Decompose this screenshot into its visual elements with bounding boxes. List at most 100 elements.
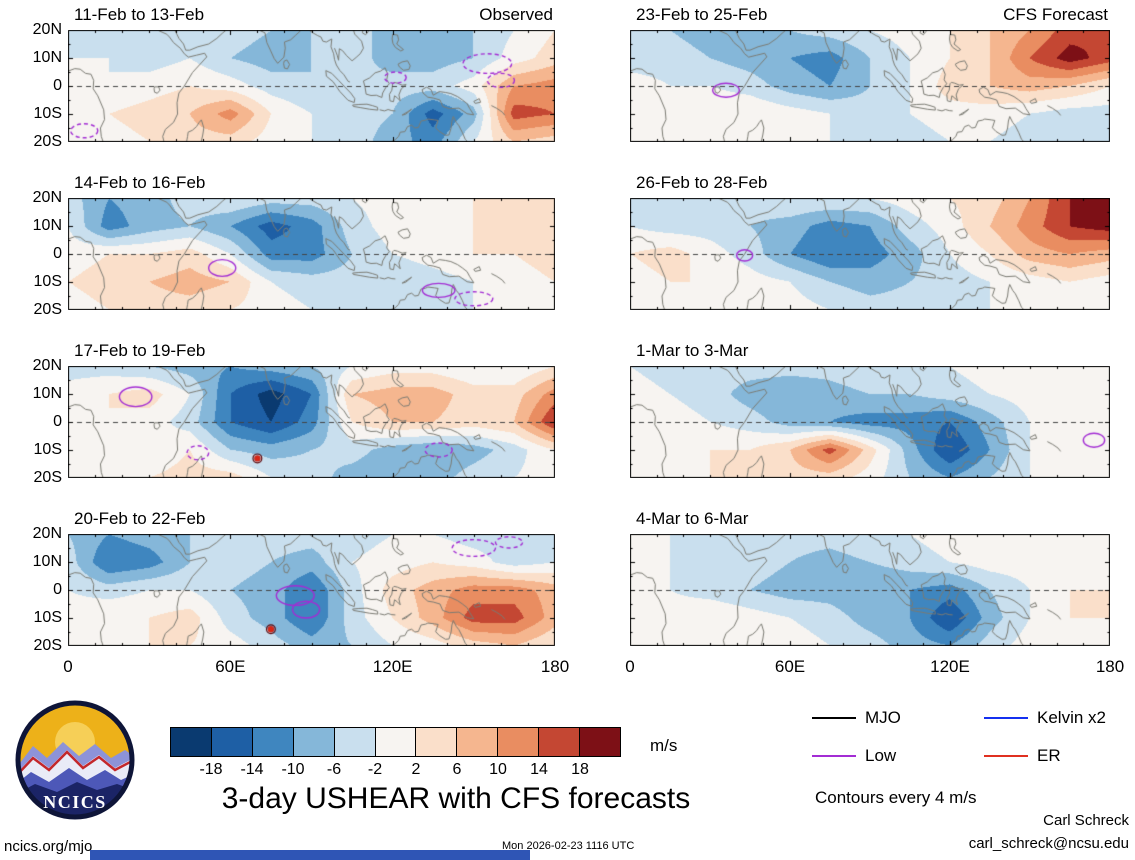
colorbar-cell [252, 728, 294, 756]
panel-title: 17-Feb to 19-Feb [74, 341, 206, 360]
map-panel: 20-Feb to 22-Feb [68, 509, 555, 646]
y-axis-label: 0 [53, 245, 62, 262]
logo-artwork [20, 705, 130, 815]
colorbar-cell [211, 728, 253, 756]
y-axis-label: 10S [33, 273, 62, 290]
colorbar-cell [293, 728, 335, 756]
colorbar-tick-label: 18 [571, 761, 589, 778]
y-axis-label: 10N [32, 217, 62, 234]
colorbar-cell [416, 728, 458, 756]
colorbar-cell [539, 728, 581, 756]
shear-map-canvas [630, 30, 1110, 142]
x-axis-label: 60E [215, 657, 246, 676]
shear-map-canvas [68, 30, 555, 142]
map-panel: 17-Feb to 19-Feb [68, 341, 555, 478]
y-axis-label: 20N [32, 189, 62, 206]
colorbar-tick-label: 14 [530, 761, 548, 778]
y-axis-label: 10S [33, 441, 62, 458]
y-axis-label: 20N [32, 357, 62, 374]
y-axis-label: 10S [33, 105, 62, 122]
contours-note: Contours every 4 m/s [815, 788, 977, 807]
colorbar-cells [170, 727, 621, 757]
shear-map-canvas [68, 198, 555, 310]
colorbar-tick-label: 2 [411, 761, 421, 778]
colorbar-tick-label: -10 [281, 761, 305, 778]
panel-title: 20-Feb to 22-Feb [74, 509, 206, 528]
legend-item-low: Low [812, 746, 984, 766]
shear-map-canvas [630, 366, 1110, 478]
panel-title: 1-Mar to 3-Mar [636, 341, 749, 360]
bottom-blue-bar [90, 850, 530, 860]
y-axis-label: 10N [32, 553, 62, 570]
x-axis-label: 60E [774, 657, 806, 676]
footer-timestamp: Mon 2026-02-23 1116 UTC [502, 840, 635, 852]
y-axis-label: 10N [32, 49, 62, 66]
low-line-swatch [812, 755, 856, 757]
y-axis-label: 0 [53, 77, 62, 94]
colorbar-tick-label: -2 [367, 761, 383, 778]
colorbar-tick-label: -18 [199, 761, 223, 778]
colorbar-tick-label: -6 [326, 761, 342, 778]
shear-map-canvas [68, 534, 555, 646]
y-axis-label: 10N [32, 385, 62, 402]
legend-label: Kelvin x2 [1037, 708, 1106, 727]
footer-url: ncics.org/mjo [4, 838, 93, 855]
colorbar-tick-label: -14 [240, 761, 264, 778]
x-axis-label: 0 [625, 657, 635, 676]
shear-map-canvas [630, 534, 1110, 646]
map-panel: 23-Feb to 25-Feb CFS Forecast [630, 5, 1110, 142]
legend-item-mjo: MJO [812, 708, 984, 728]
x-axis-label: 120E [930, 657, 970, 676]
y-axis-label: 20N [32, 21, 62, 38]
y-axis-label: 20S [33, 133, 62, 150]
logo-ring [15, 700, 135, 820]
x-axis-label: 120E [372, 657, 413, 676]
colorbar-cell [375, 728, 417, 756]
shear-map-canvas [68, 366, 555, 478]
map-panel: 26-Feb to 28-Feb [630, 173, 1110, 310]
colorbar-cell [171, 728, 212, 756]
er-line-swatch [984, 755, 1028, 757]
panel-title: 4-Mar to 6-Mar [636, 509, 749, 528]
panel-title: 23-Feb to 25-Feb [636, 5, 768, 24]
y-axis-label: 10S [33, 609, 62, 626]
legend-item-kelvin: Kelvin x2 [984, 708, 1134, 728]
colorbar-labels: -18 -14 -10 -6 -2 2 6 10 14 18 [170, 761, 621, 779]
map-panel: 11-Feb to 13-Feb Observed [68, 5, 555, 142]
colorbar-cell [580, 728, 620, 756]
y-axis-label: 20S [33, 301, 62, 318]
mjo-line-swatch [812, 717, 856, 719]
map-panel: 1-Mar to 3-Mar [630, 341, 1110, 478]
legend-item-er: ER [984, 746, 1134, 766]
ncics-logo: NCICS [15, 700, 135, 820]
map-panel: 4-Mar to 6-Mar [630, 509, 1110, 646]
panel-title: 26-Feb to 28-Feb [636, 173, 768, 192]
shear-map-canvas [630, 198, 1110, 310]
legend-label: ER [1037, 746, 1061, 765]
panel-title: 11-Feb to 13-Feb [74, 5, 205, 24]
logo-red-line [20, 750, 130, 777]
legend-label: MJO [865, 708, 901, 727]
y-axis-label: 20N [32, 525, 62, 542]
y-axis-label: 0 [53, 581, 62, 598]
y-axis-label: 20S [33, 469, 62, 486]
colorbar-cell [457, 728, 499, 756]
map-panel: 14-Feb to 16-Feb [68, 173, 555, 310]
colorbar-tick-label: 6 [452, 761, 462, 778]
figure-title: 3-day USHEAR with CFS forecasts [221, 782, 691, 815]
y-axis-label: 0 [53, 413, 62, 430]
panel-corner-label: CFS Forecast [1003, 5, 1108, 24]
x-axis-label: 180 [1095, 657, 1125, 676]
colorbar-units-label: m/s [650, 736, 678, 755]
y-axis-label: 20S [33, 637, 62, 654]
panel-corner-label: Observed [479, 5, 553, 24]
colorbar-cell [334, 728, 376, 756]
panel-title: 14-Feb to 16-Feb [74, 173, 206, 192]
credit-name: Carl Schreck [1043, 812, 1129, 829]
legend: MJO Kelvin x2 Low ER [812, 708, 1134, 766]
kelvin-line-swatch [984, 717, 1028, 719]
legend-label: Low [865, 746, 897, 765]
colorbar-cell [498, 728, 540, 756]
credit-email: carl_schreck@ncsu.edu [968, 835, 1129, 852]
